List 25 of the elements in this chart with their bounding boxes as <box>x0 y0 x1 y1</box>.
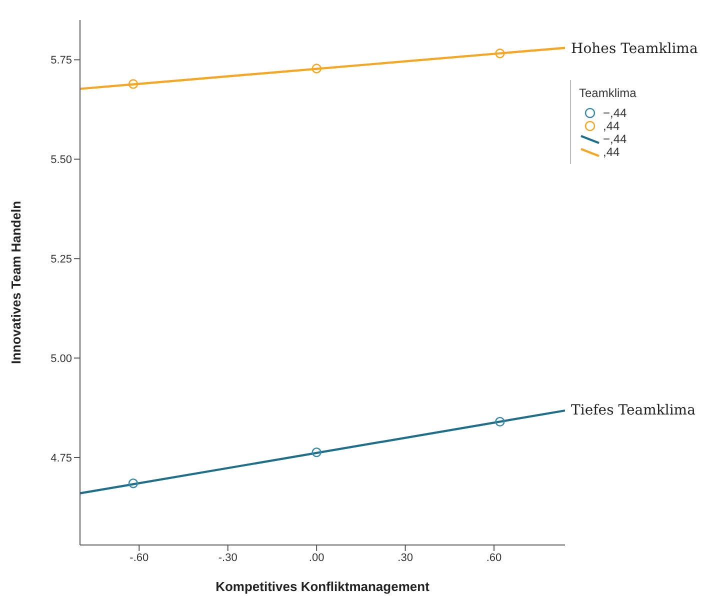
x-tick-label: .60 <box>486 552 502 564</box>
legend-label: ,44 <box>603 144 620 158</box>
y-tick-label: 5.75 <box>50 54 72 67</box>
y-tick-label: 5.25 <box>50 254 72 266</box>
x-tick-label: -.30 <box>218 552 238 564</box>
point <box>128 79 138 89</box>
y-tick-label: 4.75 <box>50 452 72 464</box>
point <box>128 478 138 488</box>
annotation: Hohes Teamklima <box>571 40 698 57</box>
y-tick-label: 5.00 <box>50 352 72 365</box>
y-axis-title: Innovatives Team Handeln <box>8 200 24 364</box>
legend-title: Teamklima <box>579 86 636 100</box>
x-axis-title: Kompetitives Konfliktmanagement <box>216 579 430 594</box>
point <box>495 48 505 58</box>
x-tick-label: -.60 <box>130 552 149 564</box>
x-tick-label: .30 <box>398 552 413 564</box>
point <box>495 416 505 427</box>
legend-label: ,44 <box>603 118 620 132</box>
point <box>312 447 322 458</box>
legend-label: −,44 <box>603 132 627 146</box>
legend-label: −,44 <box>603 106 627 120</box>
annotation: Tiefes Teamklima <box>571 402 696 419</box>
x-tick-label: .00 <box>308 552 324 564</box>
point <box>312 64 322 74</box>
y-tick-label: 5.50 <box>50 154 72 166</box>
